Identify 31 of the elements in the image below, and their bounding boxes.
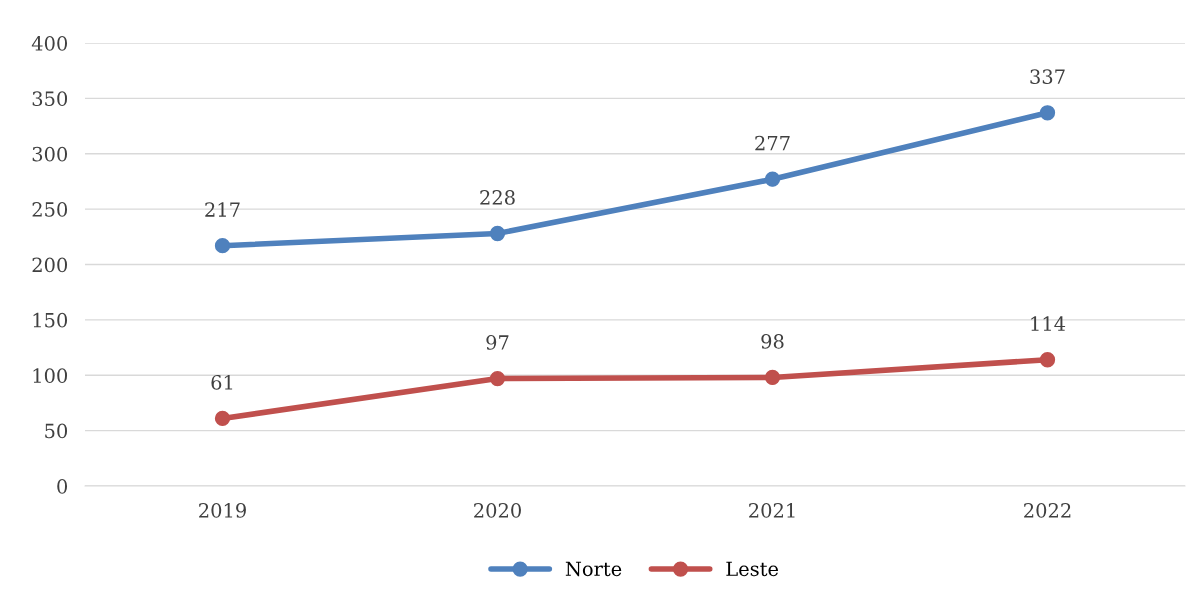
point	[764, 171, 781, 187]
data-label: 217	[205, 202, 240, 217]
data-label: 61	[211, 374, 233, 390]
y-tick-label: 350	[32, 91, 68, 107]
point	[489, 225, 506, 242]
legend-label: Leste	[726, 561, 779, 577]
y-tick-label: 0	[57, 478, 68, 494]
point	[1039, 352, 1056, 368]
x-tick-label: 2021	[749, 503, 795, 518]
x-tick-label: 2022	[1024, 503, 1071, 518]
x-tick-label: 2019	[199, 503, 246, 518]
data-label: 337	[1030, 69, 1065, 85]
data-label: 228	[480, 190, 515, 205]
y-tick-label: 300	[32, 146, 68, 162]
point	[214, 410, 231, 427]
y-tick-label: 50	[45, 423, 68, 439]
point	[1039, 105, 1056, 121]
y-tick-label: 400	[31, 35, 68, 51]
point	[764, 369, 781, 386]
y-tick-label: 200	[32, 257, 68, 273]
data-label: 277	[755, 135, 790, 151]
y-tick-label: 100	[33, 368, 68, 383]
point	[489, 370, 506, 387]
x-tick-label: 2020	[474, 503, 521, 518]
data-label: 98	[761, 333, 784, 349]
data-label: 97	[486, 335, 509, 350]
y-tick-label: 250	[32, 202, 68, 217]
legend-label: Norte	[565, 561, 622, 577]
y-tick-label: 150	[33, 312, 68, 328]
point	[214, 238, 231, 254]
data-label: 114	[1031, 316, 1066, 331]
